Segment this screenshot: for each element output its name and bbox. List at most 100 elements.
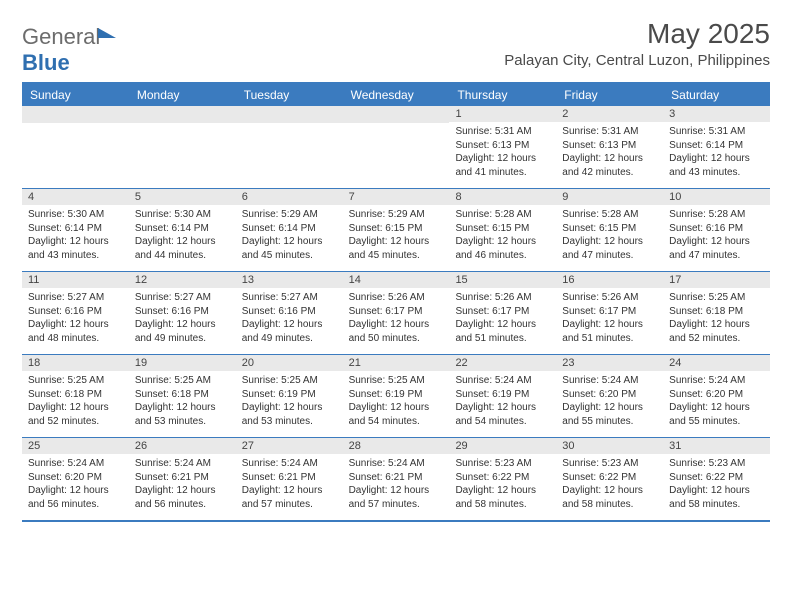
- daylight-text: Daylight: 12 hours and 56 minutes.: [135, 484, 230, 511]
- day-number: 16: [556, 272, 663, 288]
- sunrise-text: Sunrise: 5:25 AM: [349, 374, 444, 388]
- cell-body: Sunrise: 5:24 AMSunset: 6:20 PMDaylight:…: [556, 371, 663, 434]
- sunset-text: Sunset: 6:19 PM: [349, 388, 444, 402]
- daylight-text: Daylight: 12 hours and 53 minutes.: [242, 401, 337, 428]
- sunrise-text: Sunrise: 5:30 AM: [135, 208, 230, 222]
- cell-body: Sunrise: 5:24 AMSunset: 6:20 PMDaylight:…: [22, 454, 129, 517]
- calendar-cell: 11Sunrise: 5:27 AMSunset: 6:16 PMDayligh…: [22, 272, 129, 354]
- cell-body: Sunrise: 5:25 AMSunset: 6:18 PMDaylight:…: [663, 288, 770, 351]
- daylight-text: Daylight: 12 hours and 44 minutes.: [135, 235, 230, 262]
- day-number: 28: [343, 438, 450, 454]
- daylight-text: Daylight: 12 hours and 52 minutes.: [669, 318, 764, 345]
- cell-body: Sunrise: 5:27 AMSunset: 6:16 PMDaylight:…: [129, 288, 236, 351]
- sunrise-text: Sunrise: 5:24 AM: [349, 457, 444, 471]
- sunrise-text: Sunrise: 5:27 AM: [28, 291, 123, 305]
- cell-body: Sunrise: 5:31 AMSunset: 6:14 PMDaylight:…: [663, 122, 770, 185]
- sunset-text: Sunset: 6:20 PM: [669, 388, 764, 402]
- cell-body: Sunrise: 5:26 AMSunset: 6:17 PMDaylight:…: [556, 288, 663, 351]
- cell-body: Sunrise: 5:24 AMSunset: 6:19 PMDaylight:…: [449, 371, 556, 434]
- sunrise-text: Sunrise: 5:23 AM: [455, 457, 550, 471]
- sunrise-text: Sunrise: 5:31 AM: [455, 125, 550, 139]
- day-number: 5: [129, 189, 236, 205]
- daylight-text: Daylight: 12 hours and 43 minutes.: [28, 235, 123, 262]
- daylight-text: Daylight: 12 hours and 56 minutes.: [28, 484, 123, 511]
- daylight-text: Daylight: 12 hours and 46 minutes.: [455, 235, 550, 262]
- sunset-text: Sunset: 6:18 PM: [135, 388, 230, 402]
- sunset-text: Sunset: 6:16 PM: [242, 305, 337, 319]
- sunrise-text: Sunrise: 5:23 AM: [669, 457, 764, 471]
- calendar-cell: 23Sunrise: 5:24 AMSunset: 6:20 PMDayligh…: [556, 355, 663, 437]
- sunset-text: Sunset: 6:14 PM: [135, 222, 230, 236]
- cell-body: Sunrise: 5:26 AMSunset: 6:17 PMDaylight:…: [449, 288, 556, 351]
- daylight-text: Daylight: 12 hours and 47 minutes.: [562, 235, 657, 262]
- daylight-text: Daylight: 12 hours and 58 minutes.: [455, 484, 550, 511]
- day-number: 1: [449, 106, 556, 122]
- day-number: 31: [663, 438, 770, 454]
- sunrise-text: Sunrise: 5:26 AM: [455, 291, 550, 305]
- daylight-text: Daylight: 12 hours and 54 minutes.: [349, 401, 444, 428]
- daylight-text: Daylight: 12 hours and 42 minutes.: [562, 152, 657, 179]
- dow-sunday: Sunday: [22, 84, 129, 106]
- day-number: 11: [22, 272, 129, 288]
- sunrise-text: Sunrise: 5:24 AM: [28, 457, 123, 471]
- sunrise-text: Sunrise: 5:31 AM: [669, 125, 764, 139]
- calendar-cell: 26Sunrise: 5:24 AMSunset: 6:21 PMDayligh…: [129, 438, 236, 520]
- logo-text-2: Blue: [22, 50, 70, 75]
- calendar-cell: [343, 106, 450, 188]
- calendar-cell: [129, 106, 236, 188]
- daylight-text: Daylight: 12 hours and 58 minutes.: [562, 484, 657, 511]
- day-number: 4: [22, 189, 129, 205]
- daylight-text: Daylight: 12 hours and 55 minutes.: [669, 401, 764, 428]
- sunset-text: Sunset: 6:21 PM: [135, 471, 230, 485]
- sunrise-text: Sunrise: 5:24 AM: [455, 374, 550, 388]
- day-number: 20: [236, 355, 343, 371]
- cell-body: Sunrise: 5:26 AMSunset: 6:17 PMDaylight:…: [343, 288, 450, 351]
- title-block: May 2025 Palayan City, Central Luzon, Ph…: [504, 18, 770, 69]
- calendar-cell: 7Sunrise: 5:29 AMSunset: 6:15 PMDaylight…: [343, 189, 450, 271]
- daylight-text: Daylight: 12 hours and 55 minutes.: [562, 401, 657, 428]
- day-number: 17: [663, 272, 770, 288]
- day-number: 15: [449, 272, 556, 288]
- daylight-text: Daylight: 12 hours and 58 minutes.: [669, 484, 764, 511]
- day-number: [236, 106, 343, 123]
- calendar-cell: 13Sunrise: 5:27 AMSunset: 6:16 PMDayligh…: [236, 272, 343, 354]
- calendar-cell: 20Sunrise: 5:25 AMSunset: 6:19 PMDayligh…: [236, 355, 343, 437]
- cell-body: Sunrise: 5:23 AMSunset: 6:22 PMDaylight:…: [556, 454, 663, 517]
- calendar-cell: [236, 106, 343, 188]
- daylight-text: Daylight: 12 hours and 51 minutes.: [562, 318, 657, 345]
- sunset-text: Sunset: 6:17 PM: [562, 305, 657, 319]
- calendar-cell: 6Sunrise: 5:29 AMSunset: 6:14 PMDaylight…: [236, 189, 343, 271]
- cell-body: Sunrise: 5:28 AMSunset: 6:15 PMDaylight:…: [556, 205, 663, 268]
- week-row: 18Sunrise: 5:25 AMSunset: 6:18 PMDayligh…: [22, 355, 770, 438]
- sunrise-text: Sunrise: 5:24 AM: [135, 457, 230, 471]
- sunrise-text: Sunrise: 5:24 AM: [562, 374, 657, 388]
- sunrise-text: Sunrise: 5:25 AM: [242, 374, 337, 388]
- sunset-text: Sunset: 6:15 PM: [349, 222, 444, 236]
- sunrise-text: Sunrise: 5:31 AM: [562, 125, 657, 139]
- daylight-text: Daylight: 12 hours and 41 minutes.: [455, 152, 550, 179]
- day-number: 25: [22, 438, 129, 454]
- day-number: 3: [663, 106, 770, 122]
- sunset-text: Sunset: 6:20 PM: [562, 388, 657, 402]
- logo-triangle-icon: [98, 28, 116, 38]
- daylight-text: Daylight: 12 hours and 43 minutes.: [669, 152, 764, 179]
- sunset-text: Sunset: 6:20 PM: [28, 471, 123, 485]
- calendar-cell: 21Sunrise: 5:25 AMSunset: 6:19 PMDayligh…: [343, 355, 450, 437]
- calendar-cell: 12Sunrise: 5:27 AMSunset: 6:16 PMDayligh…: [129, 272, 236, 354]
- sunrise-text: Sunrise: 5:30 AM: [28, 208, 123, 222]
- daylight-text: Daylight: 12 hours and 49 minutes.: [135, 318, 230, 345]
- sunset-text: Sunset: 6:13 PM: [455, 139, 550, 153]
- day-number: 8: [449, 189, 556, 205]
- calendar-cell: 28Sunrise: 5:24 AMSunset: 6:21 PMDayligh…: [343, 438, 450, 520]
- day-number: [22, 106, 129, 123]
- day-number: 14: [343, 272, 450, 288]
- calendar: Sunday Monday Tuesday Wednesday Thursday…: [22, 82, 770, 522]
- calendar-cell: 30Sunrise: 5:23 AMSunset: 6:22 PMDayligh…: [556, 438, 663, 520]
- cell-body: Sunrise: 5:29 AMSunset: 6:14 PMDaylight:…: [236, 205, 343, 268]
- calendar-cell: 10Sunrise: 5:28 AMSunset: 6:16 PMDayligh…: [663, 189, 770, 271]
- sunrise-text: Sunrise: 5:27 AM: [135, 291, 230, 305]
- daylight-text: Daylight: 12 hours and 49 minutes.: [242, 318, 337, 345]
- weeks-container: 1Sunrise: 5:31 AMSunset: 6:13 PMDaylight…: [22, 106, 770, 522]
- day-number: 29: [449, 438, 556, 454]
- calendar-cell: 1 Sunrise: 5:31 AMSunset: 6:13 PMDaylight…: [449, 106, 556, 188]
